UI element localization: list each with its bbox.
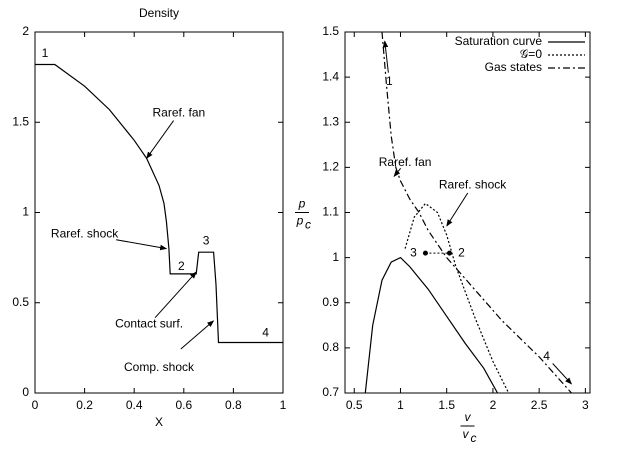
x-tick-label: 3 xyxy=(582,398,589,412)
x-tick-label: 0.4 xyxy=(126,398,143,412)
annotation-arrow xyxy=(116,239,168,251)
x-tick-label: 1.5 xyxy=(438,398,455,412)
annotation: 4 xyxy=(543,349,550,363)
annotation: Contact surf. xyxy=(115,317,183,331)
data-line xyxy=(364,256,499,394)
y-tick-label: 1.2 xyxy=(322,160,339,174)
phase-panel: 0.5 1 1.5 2 2.5 30.70.80.911.11.21.31.41.5vv c… xyxy=(295,24,591,445)
data-line xyxy=(381,31,572,394)
y-tick-label: 0.9 xyxy=(322,295,339,309)
label-top: v xyxy=(465,410,472,424)
annotation: Raref. shock xyxy=(51,226,119,240)
legend-label: 𝒢=0 xyxy=(520,47,543,61)
x-axis-label: X xyxy=(155,415,163,429)
plot-frame xyxy=(34,31,284,394)
plot-frame xyxy=(344,31,591,394)
x-tick-label: 0.5 xyxy=(346,398,363,412)
annotation-arrow xyxy=(393,167,402,177)
annotation: 4 xyxy=(262,326,269,340)
x-tick-label: 1 xyxy=(280,398,287,412)
annotation: Raref. fan xyxy=(379,155,432,169)
y-tick-label: 0.5 xyxy=(12,295,29,309)
y-tick-label: 1 xyxy=(22,205,29,219)
state-point xyxy=(446,250,452,256)
y-tick-label: 2 xyxy=(22,24,29,38)
data-line xyxy=(35,63,283,344)
label-sub: c xyxy=(305,218,311,232)
annotation: 2 xyxy=(458,245,465,259)
y-tick-label: 1.5 xyxy=(12,114,29,128)
x-tick-label: 0 xyxy=(32,398,39,412)
label-top: p xyxy=(298,197,306,211)
x-tick-label: 0.8 xyxy=(225,398,242,412)
y-tick-label: 0.7 xyxy=(322,385,339,399)
annotation-arrow xyxy=(154,271,197,319)
x-tick-label: 0.2 xyxy=(76,398,93,412)
annotation-arrow xyxy=(382,40,389,73)
annotation: Comp. shock xyxy=(124,360,195,374)
annotation-arrow xyxy=(180,320,215,350)
annotation: 2 xyxy=(178,259,185,273)
annotation: 3 xyxy=(410,245,417,259)
y-tick-label: 1 xyxy=(332,250,339,264)
y-tick-label: 0.8 xyxy=(322,340,339,354)
label-bottom: v xyxy=(463,427,470,441)
label-bottom: p xyxy=(296,214,304,228)
x-tick-label: 2.5 xyxy=(531,398,548,412)
y-tick-label: 1.1 xyxy=(322,205,339,219)
y-tick-label: 0 xyxy=(22,385,29,399)
annotation: Raref. shock xyxy=(439,178,507,192)
annotation-arrow xyxy=(446,192,469,227)
chart-title: Density xyxy=(139,6,179,20)
y-tick-label: 1.3 xyxy=(322,114,339,128)
annotation: 1 xyxy=(386,74,393,88)
x-tick-label: 1 xyxy=(397,398,404,412)
y-tick-label: 1.5 xyxy=(322,24,339,38)
x-tick-label: 0.6 xyxy=(175,398,192,412)
legend-label: Saturation curve xyxy=(455,34,543,48)
y-tick-label: 1.4 xyxy=(322,69,339,83)
density-panel: 0 0.2 0.4 0.6 0.8 1 0 0.5 1 1.5 2 Density X 1 Raref. f… xyxy=(12,6,286,429)
x-tick-label: 2 xyxy=(490,398,497,412)
annotation: Raref. fan xyxy=(152,105,205,119)
annotation: 3 xyxy=(203,234,210,248)
legend-label: Gas states xyxy=(485,60,542,74)
state-point xyxy=(422,250,428,256)
annotation-arrow xyxy=(552,363,572,385)
label-sub: c xyxy=(471,431,477,445)
annotation: 1 xyxy=(42,46,49,60)
annotation-arrow xyxy=(146,120,175,159)
data-line xyxy=(404,202,510,394)
